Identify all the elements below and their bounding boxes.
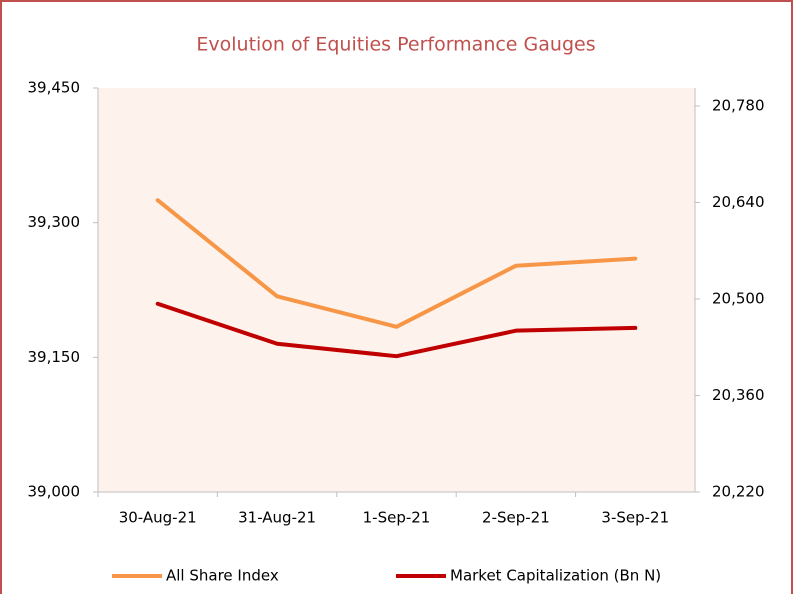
- series-line: [155, 198, 638, 329]
- x-tick-label: 2-Sep-21: [482, 509, 550, 527]
- y2-tick-label: 20,780: [712, 96, 765, 114]
- y-tick-label: 39,300: [28, 213, 81, 231]
- legend-label: Market Capitalization (Bn N): [450, 567, 661, 585]
- x-tick-label: 3-Sep-21: [601, 509, 669, 527]
- y-tick-label: 39,000: [28, 483, 81, 501]
- plot-area: [98, 88, 695, 492]
- y2-tick-label: 20,640: [712, 193, 765, 211]
- y2-tick-label: 20,360: [712, 386, 765, 404]
- legend-label: All Share Index: [166, 567, 279, 585]
- x-tick-label: 31-Aug-21: [238, 509, 316, 527]
- x-tick-label: 1-Sep-21: [363, 509, 431, 527]
- chart-title: Evolution of Equities Performance Gauges: [196, 34, 595, 56]
- series-line: [155, 301, 638, 359]
- y-tick-label: 39,150: [28, 348, 81, 366]
- y-tick-label: 39,450: [28, 79, 81, 97]
- x-tick-label: 30-Aug-21: [119, 509, 197, 527]
- y2-tick-label: 20,220: [712, 483, 765, 501]
- y2-tick-label: 20,500: [712, 289, 765, 307]
